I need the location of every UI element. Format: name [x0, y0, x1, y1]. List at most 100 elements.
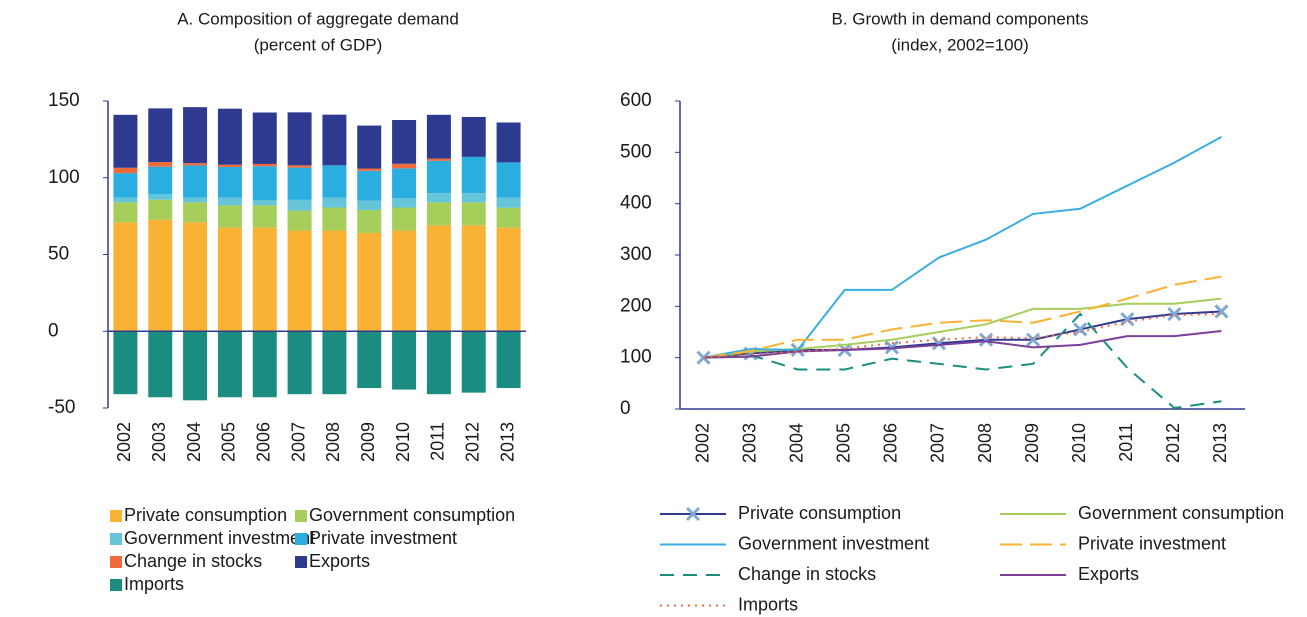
bar-segment	[496, 331, 521, 389]
x-tick-label: 2008	[323, 422, 343, 462]
bar-segment	[183, 163, 208, 166]
legend-label: Government consumption	[1078, 503, 1284, 523]
bar-segment	[322, 114, 347, 166]
y-tick-label: 50	[48, 244, 69, 265]
x-tick-label: 2008	[975, 423, 995, 463]
legend-label: Imports	[124, 574, 184, 594]
bar-segment	[461, 116, 486, 157]
bar-segment	[392, 331, 417, 390]
x-tick-label: 2012	[463, 422, 483, 462]
bar-segment	[252, 200, 277, 206]
bar-segment	[392, 120, 417, 164]
bar-segment	[426, 193, 451, 203]
legend-label: Private consumption	[124, 505, 287, 525]
bar-segment	[461, 193, 486, 203]
bar-segment	[217, 331, 242, 398]
bar-segment	[322, 197, 347, 208]
bar-segment	[322, 331, 347, 395]
x-tick-label: 2003	[149, 422, 169, 462]
bar-segment	[113, 197, 138, 203]
y-tick-label: 0	[48, 320, 59, 341]
x-tick-label: 2005	[834, 423, 854, 463]
bar-segment	[461, 202, 486, 226]
bar-segment	[392, 198, 417, 208]
chart-subtitle: (index, 2002=100)	[891, 35, 1029, 54]
x-tick-label: 2007	[928, 423, 948, 463]
legend-swatch	[295, 510, 307, 522]
y-tick-label: 100	[620, 347, 652, 368]
bar-segment	[252, 227, 277, 332]
bar-segment	[426, 331, 451, 395]
bar-segment	[252, 112, 277, 164]
bar-segment	[252, 331, 277, 398]
legend-swatch	[110, 533, 122, 545]
bar-segment	[392, 207, 417, 231]
legend-marker	[685, 506, 701, 522]
series-line	[703, 312, 1222, 410]
y-tick-label: -50	[48, 397, 75, 418]
x-tick-label: 2011	[428, 422, 448, 461]
bar-segment	[252, 166, 277, 201]
legend-label: Private investment	[1078, 533, 1226, 553]
x-tick-label: 2005	[219, 422, 239, 462]
bar-segment	[287, 331, 312, 395]
bar-segment	[426, 158, 451, 161]
bar-segment	[392, 230, 417, 332]
bar-segment	[496, 197, 521, 208]
bar-segment	[148, 194, 173, 200]
bar-segment	[113, 114, 138, 168]
x-tick-label: 2002	[692, 423, 712, 463]
series-line	[703, 275, 1222, 359]
legend-label: Government consumption	[309, 505, 515, 525]
legend-label: Change in stocks	[738, 564, 876, 584]
bar-segment	[287, 199, 312, 211]
bar-segment	[392, 163, 417, 169]
bar-segment	[496, 122, 521, 163]
bar-segment	[461, 156, 486, 194]
x-tick-label: 2006	[881, 423, 901, 463]
bar-segment	[287, 112, 312, 166]
bar-segment	[217, 205, 242, 228]
bar-segment	[183, 331, 208, 401]
bar-segment	[252, 205, 277, 228]
legend-label: Private investment	[309, 528, 457, 548]
bar-segment	[426, 160, 451, 194]
bar-segment	[322, 165, 347, 198]
x-tick-label: 2010	[393, 422, 413, 462]
marker	[884, 340, 899, 355]
bar-segment	[148, 199, 173, 220]
bar-segment	[287, 167, 312, 200]
bar-segment	[357, 168, 382, 171]
chart-subtitle: (percent of GDP)	[254, 35, 383, 54]
bar-segment	[357, 233, 382, 332]
bar-segment	[217, 108, 242, 165]
legend-label: Change in stocks	[124, 551, 262, 571]
bar-segment	[287, 210, 312, 231]
bar-segment	[183, 202, 208, 223]
bar-segment	[496, 227, 521, 332]
bar-segment	[357, 209, 382, 234]
bar-segment	[183, 197, 208, 203]
bar-segment	[322, 207, 347, 231]
x-tick-label: 2002	[114, 422, 134, 462]
y-tick-label: 400	[620, 193, 652, 214]
bar-segment	[217, 227, 242, 332]
series-line	[703, 313, 1222, 359]
y-tick-label: 200	[620, 295, 652, 316]
marker	[1214, 304, 1229, 319]
legend-label: Private consumption	[738, 503, 901, 523]
bar-segment	[496, 207, 521, 228]
legend-label: Exports	[1078, 564, 1139, 584]
bar-segment	[113, 331, 138, 395]
bar-segment	[287, 230, 312, 332]
bar-segment	[461, 225, 486, 332]
marker	[1167, 306, 1182, 322]
legend-label: Exports	[309, 551, 370, 571]
bar-segment	[217, 164, 242, 168]
bar-segment	[426, 225, 451, 332]
y-tick-label: 500	[620, 141, 652, 162]
bar-segment	[183, 165, 208, 198]
chart-title: B. Growth in demand components	[831, 9, 1088, 28]
marker	[1073, 322, 1088, 337]
